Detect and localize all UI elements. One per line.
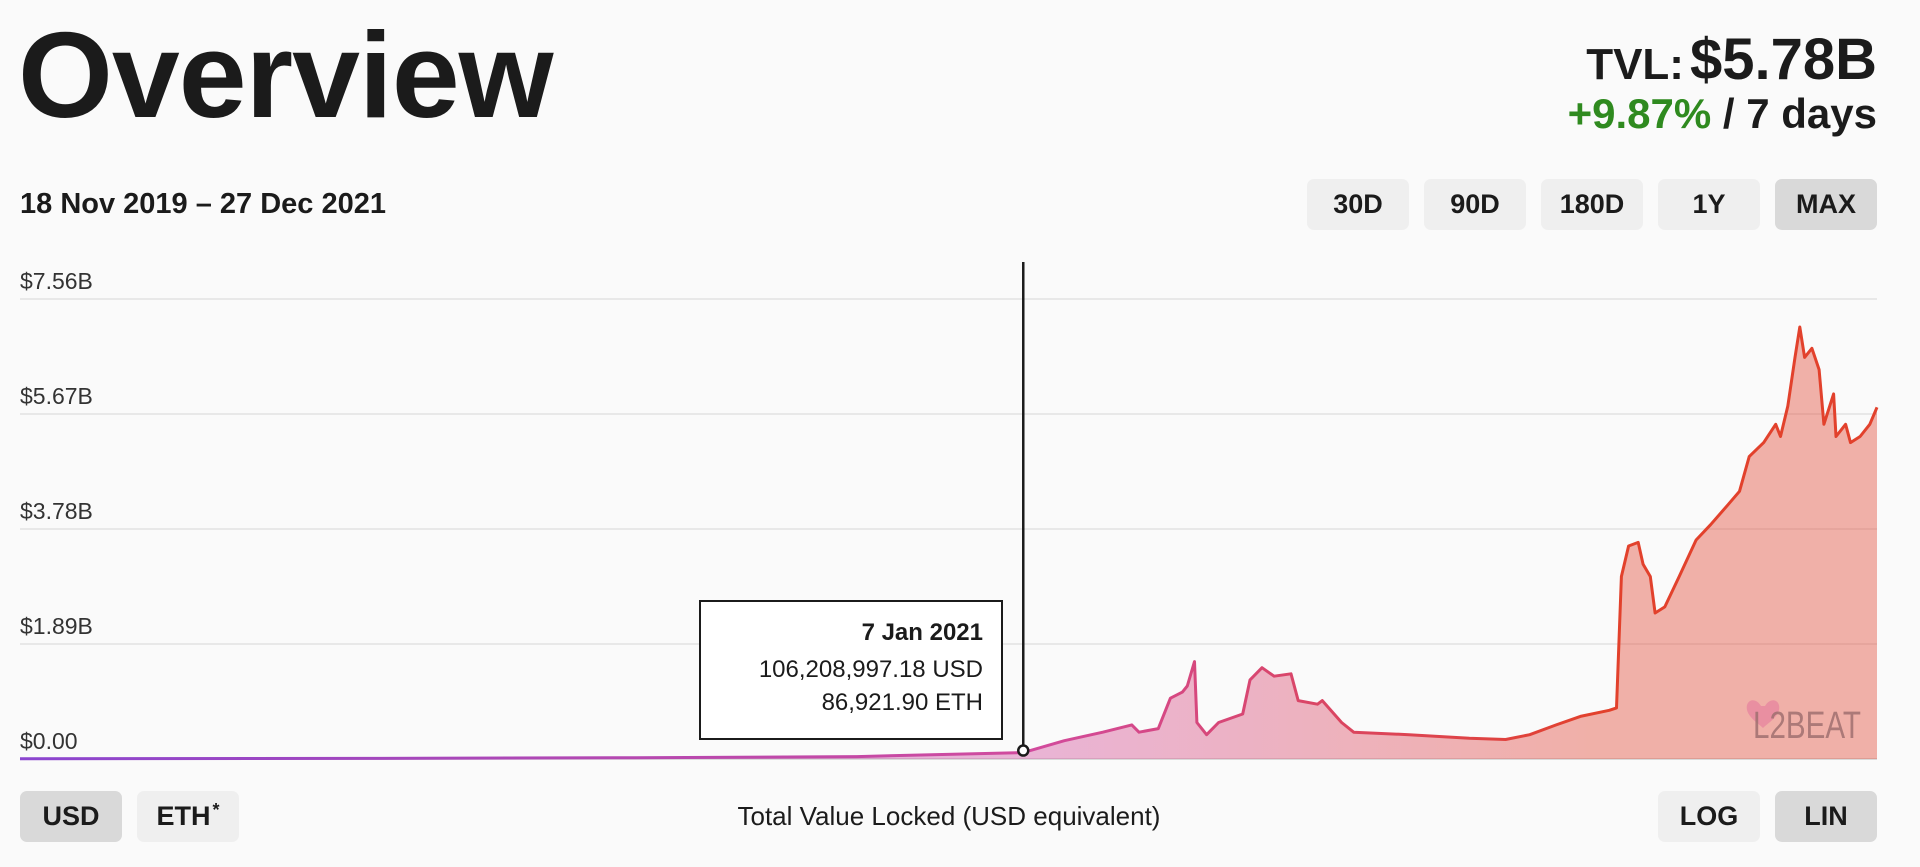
scale-log-button[interactable]: LOG (1658, 791, 1760, 842)
y-tick-label: $1.89B (20, 613, 93, 639)
hover-point (1017, 744, 1030, 757)
y-tick-label: $5.67B (20, 383, 93, 409)
date-range: 18 Nov 2019 – 27 Dec 2021 (20, 188, 386, 220)
eth-label: ETH (156, 801, 211, 831)
tvl-label: TVL: (1586, 40, 1684, 89)
l2beat-logo: L2BEAT (1746, 700, 1861, 744)
range-90d-button[interactable]: 90D (1424, 179, 1526, 230)
svg-text:L2BEAT: L2BEAT (1753, 705, 1861, 744)
page-title: Overview (18, 7, 554, 143)
range-30d-button[interactable]: 30D (1307, 179, 1409, 230)
y-tick-label: $0.00 (20, 728, 78, 754)
currency-usd-button[interactable]: USD (20, 791, 122, 842)
scale-lin-button[interactable]: LIN (1775, 791, 1877, 842)
y-tick-label: $3.78B (20, 498, 93, 524)
tooltip-eth: 86,921.90 ETH (821, 689, 983, 716)
range-max-button[interactable]: MAX (1775, 179, 1877, 230)
tvl-line (19, 325, 1879, 761)
tooltip-date: 7 Jan 2021 (861, 619, 983, 646)
change-period: / 7 days (1722, 90, 1877, 137)
chart-caption: Total Value Locked (USD equivalent) (737, 801, 1161, 831)
currency-eth-button[interactable]: ETH * (137, 791, 239, 842)
chart-tooltip: 7 Jan 2021 106,208,997.18 USD 86,921.90 … (699, 600, 1003, 740)
change-percent: +9.87% (1567, 90, 1712, 137)
tooltip-usd: 106,208,997.18 USD (758, 656, 983, 683)
range-180d-button[interactable]: 180D (1541, 179, 1643, 230)
tvl-value: $5.78B (1689, 27, 1877, 92)
eth-asterisk: * (212, 800, 220, 820)
range-1y-button[interactable]: 1Y (1658, 179, 1760, 230)
tvl-summary: TVL: $5.78B (1586, 26, 1877, 93)
tvl-area (20, 327, 1877, 759)
y-tick-label: $7.56B (20, 268, 93, 294)
tvl-change: +9.87% / 7 days (1568, 90, 1877, 138)
